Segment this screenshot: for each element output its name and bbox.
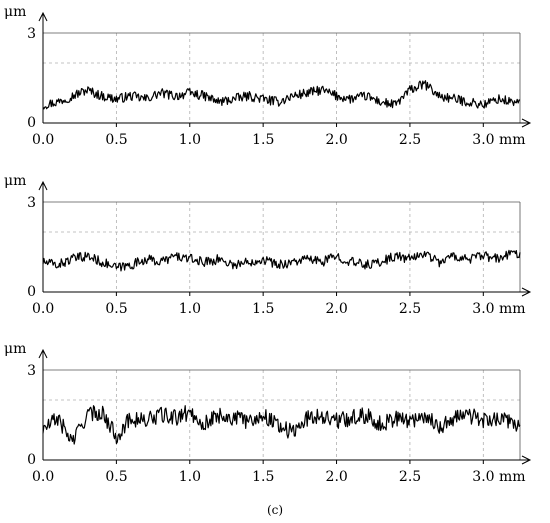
x-tick-label: 2.0 — [326, 469, 348, 485]
x-tick-label: 2.5 — [399, 301, 421, 317]
x-tick-label: 0.0 — [32, 301, 54, 317]
y-axis-arrow — [38, 11, 48, 22]
y-tick-label: 3 — [27, 195, 36, 211]
x-tick-label: 0.5 — [105, 469, 127, 485]
x-tick-label: 1.5 — [252, 301, 274, 317]
x-tick-label: 1.0 — [179, 301, 201, 317]
y-axis-arrow — [38, 348, 48, 359]
x-tick-label: 3.0 mm — [472, 301, 525, 317]
x-tick-label: 0.5 — [105, 132, 127, 148]
profile-line — [42, 80, 521, 110]
x-tick-label: 3.0 mm — [472, 132, 525, 148]
x-tick-label: 1.5 — [252, 469, 274, 485]
chart-panel-3: 0.0 0.5 1.0 1.5 2.0 2.5 3.0 mm 0 3μm — [4, 341, 532, 485]
x-tick-label: 3.0 mm — [472, 469, 525, 485]
y-tick-label: 3 — [27, 363, 36, 379]
x-axis-arrow — [521, 455, 532, 465]
x-tick-label: 0.5 — [105, 301, 127, 317]
y-tick-label: 3 — [27, 26, 36, 42]
y-axis-unit: μm — [4, 173, 26, 189]
profile-line — [42, 249, 521, 272]
x-tick-label: 1.0 — [179, 469, 201, 485]
figure-caption: (c) — [267, 503, 283, 517]
chart-panel-2: 0.0 0.5 1.0 1.5 2.0 2.5 3.0 mm 0 3μm — [4, 173, 532, 317]
chart-panel-1: 0.0 0.5 1.0 1.5 2.0 2.5 3.0 mm 0 3μm — [4, 4, 532, 148]
x-tick-label: 1.5 — [252, 132, 274, 148]
x-axis-arrow — [521, 287, 532, 297]
profile-line — [42, 405, 521, 445]
y-tick-label: 0 — [27, 284, 36, 300]
x-tick-label: 0.0 — [32, 469, 54, 485]
x-tick-label: 2.0 — [326, 301, 348, 317]
y-axis-unit: μm — [4, 4, 26, 20]
y-tick-label: 0 — [27, 452, 36, 468]
x-tick-label: 1.0 — [179, 132, 201, 148]
x-tick-label: 2.5 — [399, 469, 421, 485]
x-tick-label: 2.0 — [326, 132, 348, 148]
y-tick-label: 0 — [27, 115, 36, 131]
y-axis-arrow — [38, 180, 48, 191]
x-tick-label: 0.0 — [32, 132, 54, 148]
y-axis-unit: μm — [4, 341, 26, 357]
x-axis-arrow — [521, 118, 532, 128]
x-tick-label: 2.5 — [399, 132, 421, 148]
